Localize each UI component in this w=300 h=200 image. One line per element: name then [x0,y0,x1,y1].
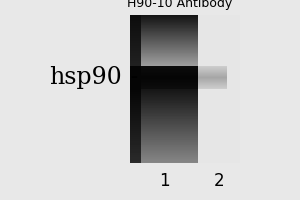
Text: -: - [124,67,138,87]
Text: hsp90: hsp90 [49,66,122,89]
Text: 1: 1 [159,172,169,190]
Text: H90-10 Antibody: H90-10 Antibody [128,0,232,10]
Text: 2: 2 [214,172,224,190]
